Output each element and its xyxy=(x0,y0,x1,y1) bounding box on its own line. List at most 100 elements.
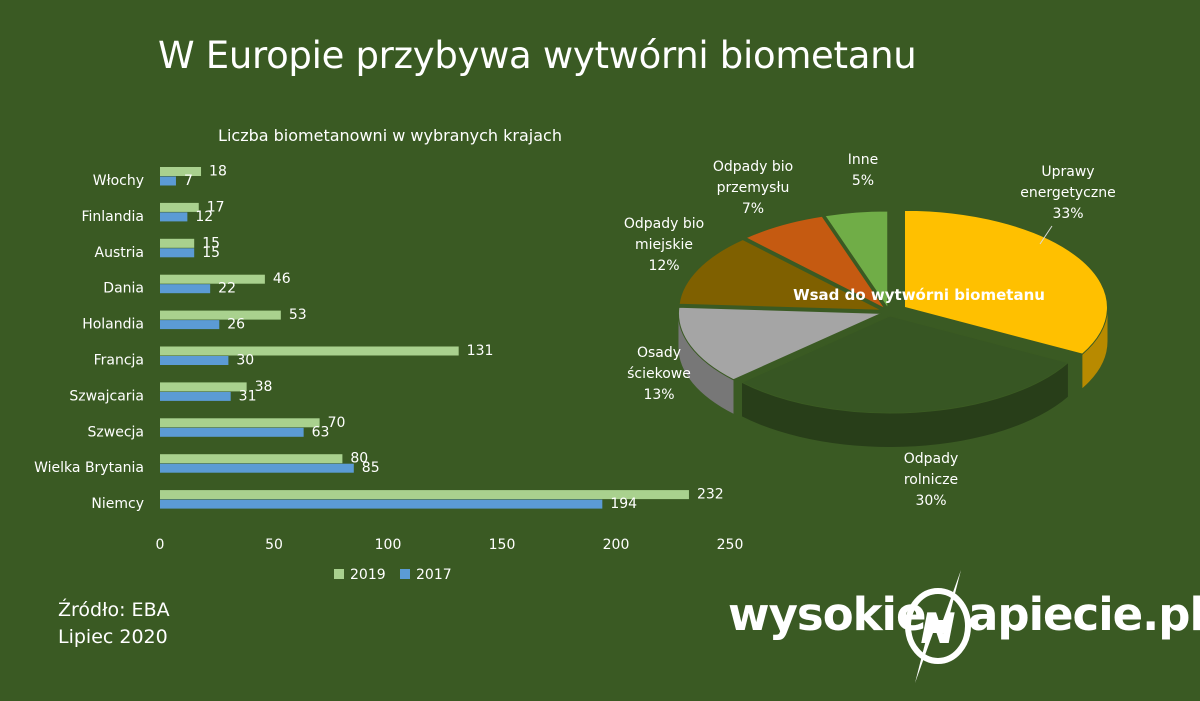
category-label: Szwecja xyxy=(88,424,144,440)
bar-2019 xyxy=(160,238,195,248)
site-logo: wysokie N apiecie.pl xyxy=(728,568,1200,688)
bar-2019 xyxy=(160,382,247,392)
pie-marks xyxy=(677,209,1108,447)
bar-2017 xyxy=(160,427,304,437)
pie-slice xyxy=(824,210,889,310)
bar-2019 xyxy=(160,454,343,464)
bar-chart: Liczba biometanowni w wybranych krajach … xyxy=(34,126,743,583)
pie-label: 30% xyxy=(915,493,946,509)
pie-label: 7% xyxy=(742,201,764,217)
bar-2017 xyxy=(160,212,188,222)
legend-swatch-2019 xyxy=(334,569,344,579)
logo-text-right: apiecie.pl xyxy=(968,588,1200,641)
pie-chart-title: Wsad do wytwórni biometanu xyxy=(793,286,1045,304)
data-label-2019: 80 xyxy=(350,451,368,467)
pie-label: Inne xyxy=(848,152,879,168)
bar-2019 xyxy=(160,418,320,428)
data-label-2017: 30 xyxy=(236,353,254,369)
lightning-logo-icon: N xyxy=(905,570,971,683)
pie-label: 12% xyxy=(648,258,679,274)
pie-label: 33% xyxy=(1052,206,1083,222)
data-label-2017: 26 xyxy=(227,317,245,333)
pie-slice xyxy=(740,315,1069,414)
bar-2017 xyxy=(160,284,211,294)
category-label: Austria xyxy=(95,245,144,261)
x-tick-label: 250 xyxy=(717,537,744,553)
pie-label: miejskie xyxy=(635,237,693,253)
pie-label: energetyczne xyxy=(1020,185,1115,201)
category-label: Szwajcaria xyxy=(69,388,144,404)
pie-label: Odpady bio xyxy=(713,159,793,175)
pie-slice xyxy=(677,306,882,381)
x-tick-label: 0 xyxy=(156,537,165,553)
data-label-2017: 194 xyxy=(610,496,637,512)
x-tick-label: 150 xyxy=(489,537,516,553)
pie-label: Uprawy xyxy=(1041,164,1094,180)
category-label: Niemcy xyxy=(91,496,144,512)
pie-label: ściekowe xyxy=(627,366,691,382)
pie-label: Osady xyxy=(637,345,681,361)
bar-2019 xyxy=(160,490,689,500)
legend-swatch-2017 xyxy=(400,569,410,579)
category-label: Włochy xyxy=(93,173,144,189)
bar-2017 xyxy=(160,320,220,330)
pie-slice xyxy=(744,215,886,310)
pie-label: Odpady bio xyxy=(624,216,704,232)
pie-label: przemysłu xyxy=(717,180,790,196)
legend-label-2017: 2017 xyxy=(416,567,452,583)
bar-2019 xyxy=(160,346,459,356)
category-label: Wielka Brytania xyxy=(34,460,144,476)
source-note: Źródło: EBA Lipiec 2020 xyxy=(58,597,170,651)
data-label-2019: 53 xyxy=(289,307,307,323)
pie-label: 5% xyxy=(852,173,874,189)
pie-label: rolnicze xyxy=(904,472,958,488)
bar-chart-title: Liczba biometanowni w wybranych krajach xyxy=(218,126,562,145)
pie-side-wall xyxy=(742,362,1068,447)
data-label-2017: 22 xyxy=(218,281,236,297)
data-label-2019: 15 xyxy=(202,235,220,251)
bar-2019 xyxy=(160,202,199,212)
data-label-2017: 15 xyxy=(202,245,220,261)
data-label-2019: 38 xyxy=(255,379,273,395)
pie-labels: Uprawy energetyczne 33% Odpady rolnicze 30% Os… xyxy=(624,152,1116,509)
data-label-2019: 70 xyxy=(328,415,346,431)
x-tick-label: 50 xyxy=(265,537,283,553)
data-label-2019: 17 xyxy=(207,199,225,215)
data-label-2019: 46 xyxy=(273,271,291,287)
bar-2017 xyxy=(160,356,229,365)
bar-2017 xyxy=(160,248,195,258)
bar-2019 xyxy=(160,274,265,284)
source-date: Lipiec 2020 xyxy=(58,626,168,648)
data-label-2017: 63 xyxy=(312,424,330,440)
legend-label-2019: 2019 xyxy=(350,567,386,583)
x-tick-label: 100 xyxy=(375,537,402,553)
source-label: Źródło: EBA xyxy=(58,599,170,621)
logo-text-left: wysokie xyxy=(728,588,926,641)
bar-legend: 2019 2017 xyxy=(334,567,452,583)
pie-slice xyxy=(903,209,1108,355)
category-label: Holandia xyxy=(82,317,144,333)
data-label-2019: 131 xyxy=(467,343,494,359)
bar-2017 xyxy=(160,176,176,186)
pie-side-wall xyxy=(1082,307,1108,389)
pie-chart: Wsad do wytwórni biometanu Uprawy energet… xyxy=(624,152,1116,509)
pie-leader-line xyxy=(1039,225,1053,245)
bar-2019 xyxy=(160,310,281,320)
bar-2017 xyxy=(160,391,231,401)
pie-side-wall xyxy=(678,313,734,414)
data-label-2019: 18 xyxy=(209,164,227,180)
x-tick-label: 200 xyxy=(603,537,630,553)
category-label: Dania xyxy=(103,281,144,297)
pie-slice xyxy=(678,239,882,311)
page-title: W Europie przybywa wytwórni biometanu xyxy=(158,34,917,77)
data-label-2017: 85 xyxy=(362,460,380,476)
bar-2017 xyxy=(160,499,603,509)
category-label: Francja xyxy=(94,353,144,369)
bar-2017 xyxy=(160,463,354,473)
bar-2019 xyxy=(160,167,202,176)
logo-mark-letter: N xyxy=(920,604,955,653)
data-label-2017: 31 xyxy=(239,388,257,404)
